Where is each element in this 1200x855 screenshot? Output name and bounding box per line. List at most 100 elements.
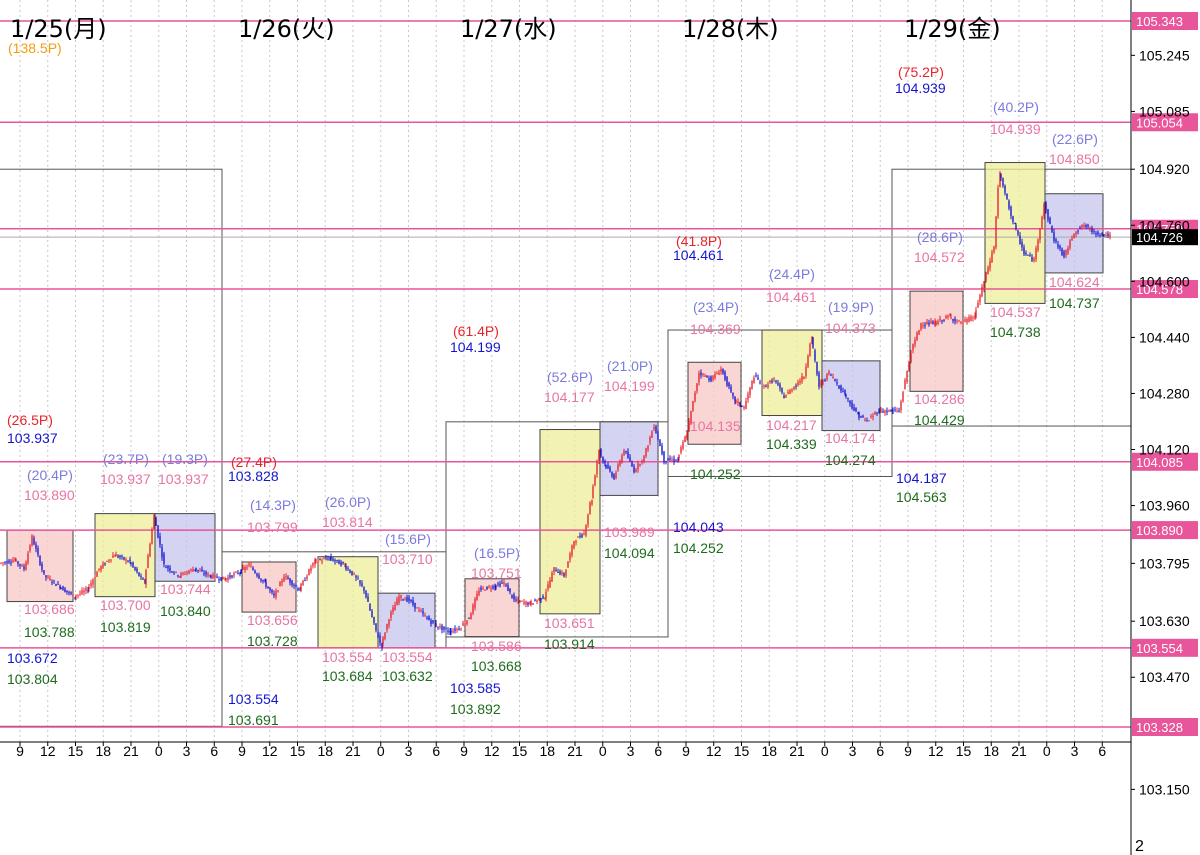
price-annotation: 103.554 [322,649,373,665]
candle-body [1039,228,1041,240]
candle-body [1035,248,1037,260]
candle-body [611,472,613,477]
candle-body [1081,224,1083,228]
candle-body [1041,216,1043,228]
candle-body [964,319,966,322]
candle-body [989,260,991,269]
candle-body [787,391,789,394]
candle-body [513,594,515,600]
candle-body [1029,255,1031,257]
price-annotation: 103.989 [604,524,655,540]
candle-body [934,321,936,326]
price-annotation: 103.668 [471,658,522,674]
candle-body [81,590,83,594]
candle-body [783,395,785,399]
candle-body [169,567,171,571]
candle-body [209,575,211,577]
candle-body [684,436,686,443]
candle-body [771,380,773,383]
candle-body [1004,185,1006,194]
candle-body [688,420,690,432]
candle-body [342,561,344,564]
price-annotation: 103.554 [228,691,279,707]
candle-body [765,385,767,387]
candle-body [753,377,755,384]
x-tick-label: 0 [377,743,385,759]
price-annotation: 103.554 [382,649,433,665]
candle-body [1107,233,1109,237]
candle-body [12,560,14,563]
candle-body [177,575,179,577]
candle-body [439,626,441,628]
candle-body [153,515,155,530]
candle-body [983,281,985,290]
price-annotation: 104.094 [604,545,655,561]
candle-body [785,394,787,398]
candle-body [801,376,803,382]
candle-body [962,322,964,325]
candle-body [410,600,412,602]
x-tick-label: 21 [789,743,805,759]
candle-body [462,623,464,626]
level-tag [1132,280,1198,299]
candle-body [627,451,629,459]
candle-body [441,625,443,631]
candle-body [565,569,567,576]
candle-body [724,371,726,380]
price-annotation: 103.651 [544,615,595,631]
candle-body [377,632,379,638]
candle-body [956,320,958,322]
price-annotation: 103.585 [450,680,501,696]
candle-body [79,593,81,595]
candle-body [472,604,474,614]
candle-body [678,454,680,459]
y-tick-label: 103.795 [1139,555,1190,571]
candle-body [1083,225,1085,227]
x-tick-label: 6 [432,743,440,759]
y-tick-label: 103.150 [1139,781,1190,797]
candle-body [300,584,302,591]
candle-body [452,630,454,633]
candle-body [1012,216,1014,223]
candle-body [216,576,218,578]
candle-body [1014,222,1016,224]
candle-body [824,379,826,381]
candle-body [904,379,906,390]
candle-body [250,566,252,568]
candle-body [256,573,258,576]
candle-body [888,409,890,412]
candle-body [625,450,627,453]
y-tick-label: 103.960 [1139,498,1190,514]
x-tick-label: 18 [95,743,111,759]
candle-body [175,571,177,573]
candle-body [864,419,866,421]
candle-body [795,385,797,387]
candle-body [460,628,462,630]
candle-body [653,426,655,430]
candle-body [227,577,229,581]
candle-body [1061,248,1063,256]
price-annotation: 103.728 [247,633,298,649]
candle-body [87,590,89,592]
candle-body [637,463,639,470]
candle-body [242,567,244,570]
candle-body [1055,239,1057,242]
day-label: 1/29(金) [904,15,1001,43]
candle-body [277,590,279,592]
day-label: 1/28(木) [682,15,779,43]
candle-body [355,575,357,578]
candle-body [159,535,161,545]
candle-body [293,584,295,586]
candle-body [761,382,763,384]
candle-body [33,538,35,545]
candle-body [1006,193,1008,199]
candle-body [35,544,37,549]
candle-body [534,599,536,601]
y-tick-label: 103.630 [1139,613,1190,629]
candle-body [214,575,216,578]
x-tick-label: 12 [706,743,722,759]
candle-body [838,385,840,389]
candle-body [592,486,594,498]
candle-body [730,386,732,392]
candle-body [486,586,488,590]
